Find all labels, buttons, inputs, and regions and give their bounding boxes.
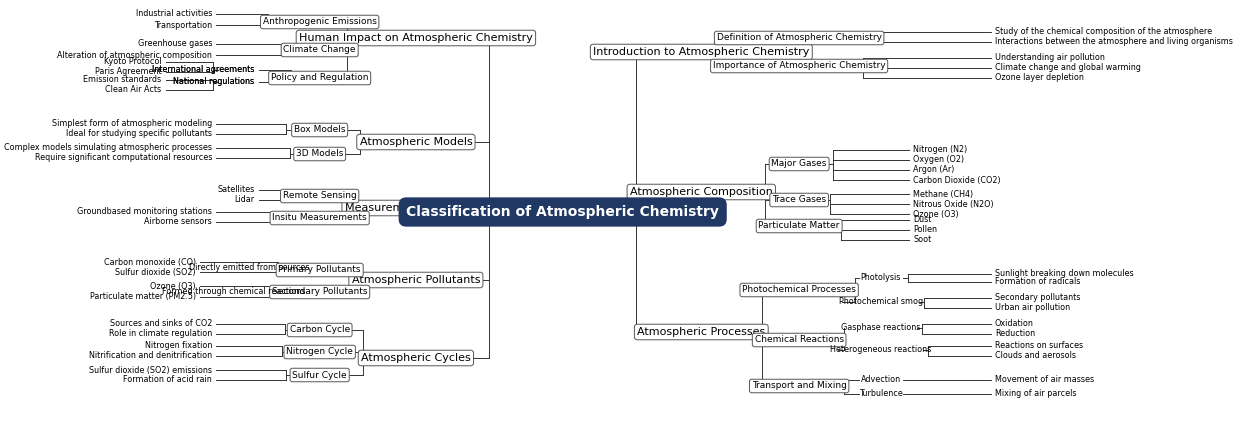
Text: Paris Agreement: Paris Agreement: [95, 67, 161, 76]
Text: Carbon Dioxide (CO2): Carbon Dioxide (CO2): [914, 176, 1001, 184]
Text: Directly emitted from sources: Directly emitted from sources: [190, 263, 310, 273]
Text: Nitrous Oxide (N2O): Nitrous Oxide (N2O): [914, 200, 994, 209]
Text: Insitu Measurements: Insitu Measurements: [273, 214, 367, 223]
Text: Gasphase reactions: Gasphase reactions: [841, 324, 920, 332]
Text: Groundbased monitoring stations: Groundbased monitoring stations: [77, 207, 212, 217]
Text: Urban air pollution: Urban air pollution: [994, 304, 1070, 312]
Text: Mixing of air parcels: Mixing of air parcels: [994, 390, 1076, 399]
Text: Measurement Techniques: Measurement Techniques: [345, 203, 487, 213]
Text: Emission standards: Emission standards: [83, 75, 161, 84]
Text: Advection: Advection: [861, 376, 900, 385]
Text: Remote Sensing: Remote Sensing: [283, 192, 357, 201]
Text: Atmospheric Models: Atmospheric Models: [360, 137, 472, 147]
Text: Heterogeneous reactions: Heterogeneous reactions: [830, 346, 931, 354]
Text: Primary Pollutants: Primary Pollutants: [279, 265, 361, 274]
Text: Photochemical smog: Photochemical smog: [838, 298, 923, 307]
Text: Carbon Cycle: Carbon Cycle: [290, 326, 350, 335]
Text: Climate Change: Climate Change: [284, 45, 356, 55]
Text: Carbon monoxide (CO): Carbon monoxide (CO): [104, 257, 196, 267]
Text: Ozone layer depletion: Ozone layer depletion: [994, 73, 1084, 83]
Text: Nitrogen fixation: Nitrogen fixation: [145, 341, 212, 351]
Text: Movement of air masses: Movement of air masses: [994, 376, 1094, 385]
Text: Clean Air Acts: Clean Air Acts: [105, 86, 161, 95]
Text: Photolysis: Photolysis: [861, 273, 901, 282]
Text: Box Models: Box Models: [294, 126, 346, 134]
Text: Reactions on surfaces: Reactions on surfaces: [994, 341, 1083, 351]
Text: Transportation: Transportation: [154, 20, 212, 30]
Text: Airborne sensors: Airborne sensors: [144, 218, 212, 226]
Text: Classification of Atmospheric Chemistry: Classification of Atmospheric Chemistry: [407, 205, 719, 219]
Text: Sulfur Cycle: Sulfur Cycle: [293, 371, 347, 379]
Text: Soot: Soot: [914, 235, 931, 245]
Text: National regulations: National regulations: [174, 78, 254, 86]
Text: Trace Gases: Trace Gases: [773, 195, 826, 204]
Text: Reduction: Reduction: [994, 329, 1035, 338]
Text: Require significant computational resources: Require significant computational resour…: [35, 153, 212, 162]
Text: Methane (CH4): Methane (CH4): [914, 190, 973, 198]
Text: Ideal for studying specific pollutants: Ideal for studying specific pollutants: [66, 129, 212, 139]
Text: Definition of Atmospheric Chemistry: Definition of Atmospheric Chemistry: [717, 33, 882, 42]
Text: Photochemical Processes: Photochemical Processes: [743, 285, 856, 295]
Text: Human Impact on Atmospheric Chemistry: Human Impact on Atmospheric Chemistry: [299, 33, 533, 43]
Text: Complex models simulating atmospheric processes: Complex models simulating atmospheric pr…: [4, 143, 212, 153]
Text: Secondary Pollutants: Secondary Pollutants: [272, 287, 367, 296]
Text: Importance of Atmospheric Chemistry: Importance of Atmospheric Chemistry: [713, 61, 885, 70]
Text: Formed through chemical reactions: Formed through chemical reactions: [162, 287, 306, 296]
Text: Clouds and aerosols: Clouds and aerosols: [994, 351, 1076, 360]
Text: Nitrification and denitrification: Nitrification and denitrification: [89, 351, 212, 360]
Text: Lidar: Lidar: [234, 195, 254, 204]
Text: National regulations: National regulations: [174, 78, 254, 86]
Text: Climate change and global warming: Climate change and global warming: [994, 64, 1141, 73]
Text: Formation of acid rain: Formation of acid rain: [123, 376, 212, 385]
Text: Nitrogen (N2): Nitrogen (N2): [914, 145, 967, 154]
Text: Sulfur dioxide (SO2): Sulfur dioxide (SO2): [115, 268, 196, 276]
Text: Atmospheric Composition: Atmospheric Composition: [630, 187, 773, 197]
Text: Simplest form of atmospheric modeling: Simplest form of atmospheric modeling: [52, 120, 212, 128]
Text: Nitrogen Cycle: Nitrogen Cycle: [286, 348, 353, 357]
Text: Transport and Mixing: Transport and Mixing: [751, 382, 847, 391]
Text: Atmospheric Processes: Atmospheric Processes: [637, 327, 765, 337]
Text: Understanding air pollution: Understanding air pollution: [994, 53, 1105, 62]
Text: Greenhouse gases: Greenhouse gases: [138, 39, 212, 48]
Text: Interactions between the atmosphere and living organisms: Interactions between the atmosphere and …: [994, 37, 1233, 47]
Text: Major Gases: Major Gases: [771, 159, 827, 168]
Text: International agreements: International agreements: [153, 65, 254, 75]
Text: Secondary pollutants: Secondary pollutants: [994, 293, 1080, 302]
Text: Ozone (O3): Ozone (O3): [914, 209, 959, 218]
Text: Sulfur dioxide (SO2) emissions: Sulfur dioxide (SO2) emissions: [89, 365, 212, 374]
Text: Turbulence: Turbulence: [859, 390, 903, 399]
Text: Study of the chemical composition of the atmosphere: Study of the chemical composition of the…: [994, 28, 1211, 36]
Text: Atmospheric Cycles: Atmospheric Cycles: [361, 353, 471, 363]
Text: Ozone (O3): Ozone (O3): [150, 282, 196, 290]
Text: Particulate matter (PM2.5): Particulate matter (PM2.5): [89, 293, 196, 301]
Text: Kyoto Protocol: Kyoto Protocol: [104, 58, 161, 67]
Text: Atmospheric Pollutants: Atmospheric Pollutants: [352, 275, 480, 285]
Text: Chemical Reactions: Chemical Reactions: [755, 335, 843, 344]
Text: Particulate Matter: Particulate Matter: [759, 221, 839, 231]
Text: Oxygen (O2): Oxygen (O2): [914, 156, 965, 165]
Text: International agreements: International agreements: [153, 65, 254, 75]
Text: Alteration of atmospheric composition: Alteration of atmospheric composition: [57, 50, 212, 59]
Text: Argon (Ar): Argon (Ar): [914, 165, 955, 175]
Text: Policy and Regulation: Policy and Regulation: [270, 73, 368, 83]
Text: Satellites: Satellites: [217, 186, 254, 195]
Text: Anthropogenic Emissions: Anthropogenic Emissions: [263, 17, 377, 26]
Text: Introduction to Atmospheric Chemistry: Introduction to Atmospheric Chemistry: [593, 47, 810, 57]
Text: Pollen: Pollen: [914, 226, 937, 234]
Text: 3D Models: 3D Models: [296, 150, 343, 159]
Text: Oxidation: Oxidation: [994, 320, 1034, 329]
Text: Dust: Dust: [914, 215, 931, 224]
Text: Sunlight breaking down molecules: Sunlight breaking down molecules: [994, 270, 1133, 279]
Text: Sources and sinks of CO2: Sources and sinks of CO2: [109, 320, 212, 329]
Text: Role in climate regulation: Role in climate regulation: [109, 329, 212, 338]
Text: Formation of radicals: Formation of radicals: [994, 277, 1080, 287]
Text: Industrial activities: Industrial activities: [135, 9, 212, 19]
